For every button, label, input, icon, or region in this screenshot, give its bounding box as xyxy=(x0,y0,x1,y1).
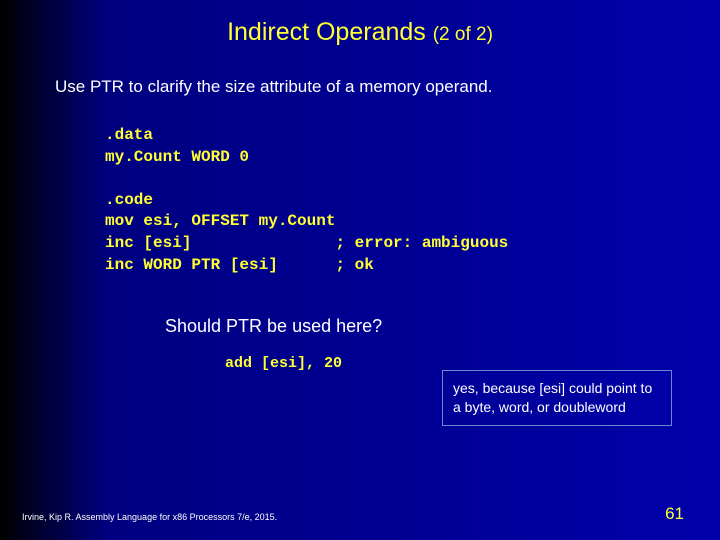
code-block: .data my.Count WORD 0 .code mov esi, OFF… xyxy=(0,97,720,276)
question-text: Should PTR be used here? xyxy=(0,276,720,337)
answer-text: yes, because [esi] could point to a byte… xyxy=(453,380,652,415)
title-main: Indirect Operands xyxy=(227,18,433,46)
page-number: 61 xyxy=(665,504,684,524)
slide-title: Indirect Operands (2 of 2) xyxy=(0,0,720,47)
question-code: add [esi], 20 xyxy=(0,337,720,372)
subtitle: Use PTR to clarify the size attribute of… xyxy=(0,47,720,97)
footer-citation: Irvine, Kip R. Assembly Language for x86… xyxy=(22,512,277,522)
answer-box: yes, because [esi] could point to a byte… xyxy=(442,370,672,426)
title-sub: (2 of 2) xyxy=(433,24,493,45)
